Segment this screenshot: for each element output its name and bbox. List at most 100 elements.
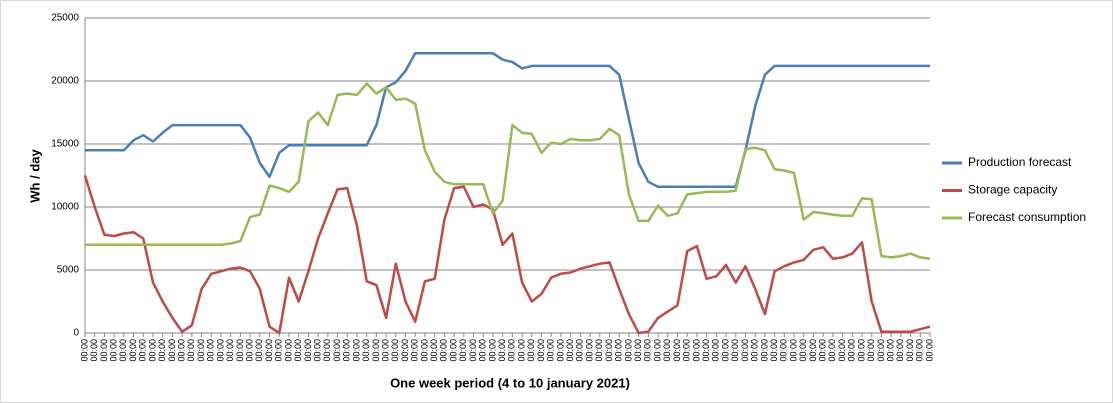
x-tick-label: 00:00 <box>351 339 361 362</box>
x-tick-label: 00:00 <box>662 339 672 362</box>
x-tick-label: 00:00 <box>711 339 721 362</box>
x-tick-label: 00:00 <box>905 339 915 362</box>
x-tick-label: 00:00 <box>691 339 701 362</box>
x-tick-label: 00:00 <box>332 339 342 362</box>
x-tick-label: 00:00 <box>371 339 381 362</box>
x-tick-label: 00:00 <box>584 339 594 362</box>
x-tick-label: 00:00 <box>924 339 934 362</box>
x-tick-label: 00:00 <box>856 339 866 362</box>
x-tick-label: 00:00 <box>866 339 876 362</box>
x-tick-label: 00:00 <box>89 339 99 362</box>
x-tick-label: 00:00 <box>167 339 177 362</box>
x-tick-label: 00:00 <box>565 339 575 362</box>
x-tick-label: 00:00 <box>303 339 313 362</box>
x-tick-label: 00:00 <box>546 339 556 362</box>
x-tick-label: 00:00 <box>623 339 633 362</box>
y-tick-label: 25000 <box>51 13 79 24</box>
legend-label: Production forecast <box>968 155 1072 169</box>
x-tick-label: 00:00 <box>487 339 497 362</box>
x-tick-label: 00:00 <box>79 339 89 362</box>
x-tick-label: 00:00 <box>128 339 138 362</box>
x-tick-label: 00:00 <box>759 339 769 362</box>
y-tick-label: 0 <box>73 328 79 339</box>
x-tick-label: 00:00 <box>342 339 352 362</box>
x-tick-label: 00:00 <box>410 339 420 362</box>
x-tick-label: 00:00 <box>293 339 303 362</box>
x-tick-label: 00:00 <box>400 339 410 362</box>
x-tick-label: 00:00 <box>118 339 128 362</box>
x-tick-label: 00:00 <box>439 339 449 362</box>
x-tick-label: 00:00 <box>225 339 235 362</box>
x-tick-label: 00:00 <box>177 339 187 362</box>
x-tick-label: 00:00 <box>468 339 478 362</box>
x-tick-label: 00:00 <box>652 339 662 362</box>
x-tick-label: 00:00 <box>682 339 692 362</box>
x-tick-label: 00:00 <box>779 339 789 362</box>
x-tick-label: 00:00 <box>206 339 216 362</box>
x-tick-label: 00:00 <box>138 339 148 362</box>
y-axis-title: Wh / day <box>27 149 42 203</box>
x-tick-label: 00:00 <box>429 339 439 362</box>
x-tick-label: 00:00 <box>808 339 818 362</box>
x-tick-label: 00:00 <box>720 339 730 362</box>
x-tick-label: 00:00 <box>750 339 760 362</box>
x-tick-label: 00:00 <box>886 339 896 362</box>
x-tick-label: 00:00 <box>361 339 371 362</box>
x-tick-label: 00:00 <box>448 339 458 362</box>
x-tick-label: 00:00 <box>701 339 711 362</box>
x-tick-label: 00:00 <box>594 339 604 362</box>
x-tick-label: 00:00 <box>818 339 828 362</box>
x-tick-label: 00:00 <box>215 339 225 362</box>
x-tick-label: 00:00 <box>827 339 837 362</box>
x-tick-label: 00:00 <box>788 339 798 362</box>
y-tick-label: 5000 <box>57 265 80 276</box>
x-tick-label: 00:00 <box>157 339 167 362</box>
x-tick-label: 00:00 <box>507 339 517 362</box>
x-tick-label: 00:00 <box>99 339 109 362</box>
x-tick-label: 00:00 <box>516 339 526 362</box>
x-tick-label: 00:00 <box>847 339 857 362</box>
x-tick-label: 00:00 <box>837 339 847 362</box>
series-line <box>85 82 931 260</box>
x-tick-label: 00:00 <box>322 339 332 362</box>
x-tick-label: 00:00 <box>390 339 400 362</box>
x-tick-label: 00:00 <box>740 339 750 362</box>
x-tick-label: 00:00 <box>604 339 614 362</box>
y-tick-label: 10000 <box>51 202 79 213</box>
x-tick-label: 00:00 <box>526 339 536 362</box>
x-tick-label: 00:00 <box>730 339 740 362</box>
x-tick-label: 00:00 <box>497 339 507 362</box>
x-tick-label: 00:00 <box>274 339 284 362</box>
x-tick-label: 00:00 <box>380 339 390 362</box>
x-axis-title: One week period (4 to 10 january 2021) <box>390 375 630 390</box>
x-tick-label: 00:00 <box>109 339 119 362</box>
x-tick-label: 00:00 <box>283 339 293 362</box>
x-tick-label: 00:00 <box>536 339 546 362</box>
x-tick-label: 00:00 <box>614 339 624 362</box>
x-tick-label: 00:00 <box>254 339 264 362</box>
series-line <box>85 52 930 189</box>
x-tick-label: 00:00 <box>458 339 468 362</box>
x-tick-label: 00:00 <box>769 339 779 362</box>
x-tick-label: 00:00 <box>147 339 157 362</box>
x-tick-label: 00:00 <box>419 339 429 362</box>
x-tick-label: 00:00 <box>312 339 322 362</box>
x-tick-label: 00:00 <box>478 339 488 362</box>
y-tick-label: 15000 <box>51 139 79 150</box>
x-tick-label: 00:00 <box>264 339 274 362</box>
series-line <box>83 175 931 335</box>
y-tick-label: 20000 <box>51 76 79 87</box>
x-tick-label: 00:00 <box>575 339 585 362</box>
x-tick-label: 00:00 <box>672 339 682 362</box>
legend-label: Storage capacity <box>968 183 1057 197</box>
x-tick-label: 00:00 <box>876 339 886 362</box>
x-tick-label: 00:00 <box>186 339 196 362</box>
x-tick-label: 00:00 <box>196 339 206 362</box>
x-tick-label: 00:00 <box>555 339 565 362</box>
x-tick-label: 00:00 <box>798 339 808 362</box>
x-tick-label: 00:00 <box>235 339 245 362</box>
x-tick-label: 00:00 <box>633 339 643 362</box>
x-tick-label: 00:00 <box>244 339 254 362</box>
